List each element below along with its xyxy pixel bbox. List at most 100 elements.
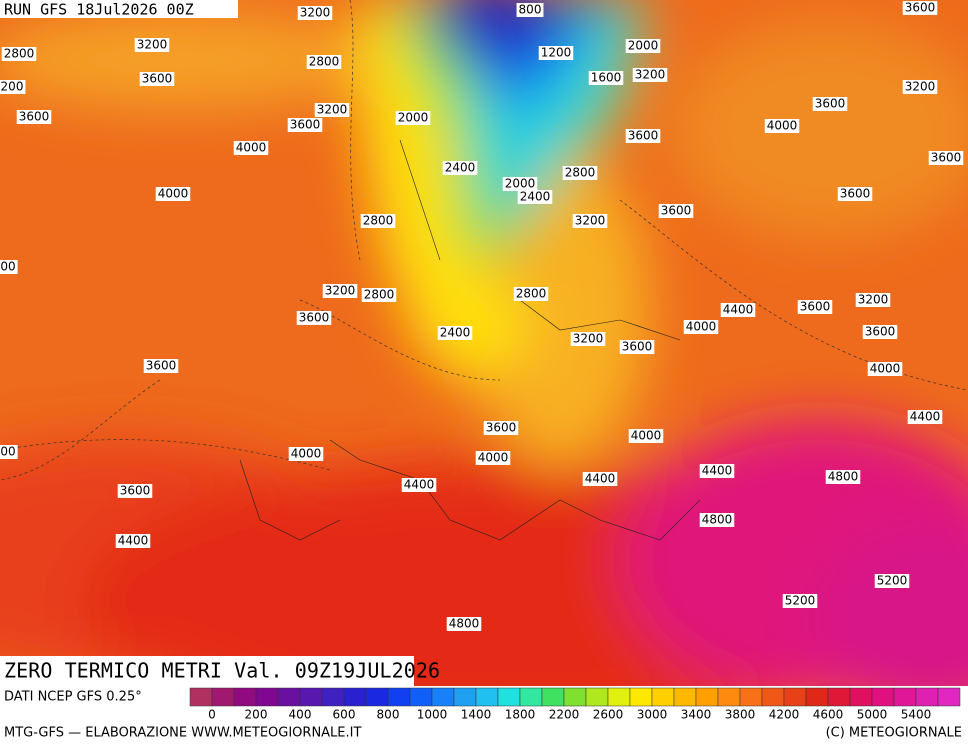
contour-label: 4000 <box>686 320 717 334</box>
contour-label-bg <box>797 300 833 314</box>
contour-label-bg <box>855 293 891 307</box>
colorbar-swatch <box>233 687 257 707</box>
colorbar-label: 5000 <box>857 708 888 722</box>
contour-label-bg <box>625 129 661 143</box>
contour-label: 3600 <box>146 359 177 373</box>
contour-label-bg <box>699 464 735 478</box>
contour-label-bg <box>117 484 153 498</box>
contour-label: 3600 <box>19 110 50 124</box>
contour-label-bg <box>867 362 903 376</box>
contour-label-bg <box>699 513 735 527</box>
contour-label: 3600 <box>290 118 321 132</box>
contour-label: 3600 <box>840 187 871 201</box>
contour-label: 2800 <box>4 47 35 61</box>
colorbar-swatch <box>739 687 763 707</box>
contour-label: 4000 <box>631 429 662 443</box>
colorbar-swatch <box>321 687 345 707</box>
colorbar-swatch <box>387 687 411 707</box>
colorbar-swatch <box>783 687 807 707</box>
contour-label: 3600 <box>299 311 330 325</box>
contour-label: 1200 <box>541 46 572 60</box>
contour-label: 800 <box>519 3 542 17</box>
contour-label: 4000 <box>767 119 798 133</box>
colorbar: 0 200 400 600 800 1000 1400 1800 2200 2600 3000 340… <box>189 687 961 722</box>
colorbar-swatch <box>585 687 609 707</box>
contour-label-bg <box>401 478 437 492</box>
colorbar-label: 5400 <box>901 708 932 722</box>
contour-label: 2000 <box>628 39 659 53</box>
contour-label-bg <box>0 80 26 94</box>
colorbar-label: 600 <box>333 708 356 722</box>
colorbar-swatch <box>431 687 455 707</box>
colorbar-swatch <box>673 687 697 707</box>
contour-label-bg <box>502 177 538 191</box>
contour-label-bg <box>825 470 861 484</box>
colorbar-swatch <box>365 687 389 707</box>
contour-label-bg <box>572 214 608 228</box>
contour-label-bg <box>483 421 519 435</box>
contour-label-bg <box>134 38 170 52</box>
contour-label: 3600 <box>661 204 692 218</box>
contour-label-bg <box>360 214 396 228</box>
colorbar-swatch <box>541 687 565 707</box>
colorbar-swatch <box>761 687 785 707</box>
colorbar-swatch <box>409 687 433 707</box>
contour-label: 200 <box>1 80 24 94</box>
contour-label-bg <box>764 119 800 133</box>
colorbar-label: 3400 <box>681 708 712 722</box>
contour-label-bg <box>296 311 332 325</box>
contour-label: 2800 <box>309 55 340 69</box>
contour-label: 3200 <box>575 214 606 228</box>
contour-label: 4400 <box>702 464 733 478</box>
contour-label-bg <box>625 39 661 53</box>
contour-label-bg <box>562 166 598 180</box>
contour-label-bg <box>155 187 191 201</box>
contour-label: 3600 <box>905 1 936 15</box>
colorbar-label: 2600 <box>593 708 624 722</box>
colorbar-swatch <box>915 687 939 707</box>
colorbar-swatch <box>827 687 851 707</box>
contour-label-bg <box>314 103 350 117</box>
contour-label-bg <box>628 429 664 443</box>
contour-label-bg <box>442 161 478 175</box>
contour-label-bg <box>233 141 269 155</box>
contour-label-bg <box>143 359 179 373</box>
colorbar-swatch <box>849 687 873 707</box>
contour-label: 2800 <box>516 287 547 301</box>
contour-label-bg <box>588 71 624 85</box>
contour-label-bg <box>322 284 358 298</box>
contour-label: 4000 <box>478 451 509 465</box>
contour-label: 3200 <box>137 38 168 52</box>
contour-label: 2400 <box>440 326 471 340</box>
contour-label: 3600 <box>815 97 846 111</box>
contour-label: 3600 <box>628 129 659 143</box>
contour-label-bg <box>0 445 18 459</box>
colorbar-swatch <box>255 687 279 707</box>
colorbar-swatch <box>343 687 367 707</box>
contour-label-bg <box>862 325 898 339</box>
contour-label: 2000 <box>398 111 429 125</box>
contour-label-bg <box>683 320 719 334</box>
contour-label-bg <box>619 340 655 354</box>
footer-left: MTG-GFS — ELABORAZIONE WWW.METEOGIORNALE… <box>4 726 361 741</box>
contour-label: 2400 <box>445 161 476 175</box>
contour-label-bg <box>720 303 756 317</box>
colorbar-swatch <box>937 687 961 707</box>
contour-label: 4000 <box>870 362 901 376</box>
contour-label: 1600 <box>591 71 622 85</box>
contour-label: 3200 <box>635 68 666 82</box>
colorbar-swatch <box>805 687 829 707</box>
contour-label: 4400 <box>118 534 149 548</box>
colorbar-label: 0 <box>208 708 216 722</box>
contour-label-bg <box>570 332 606 346</box>
contour-label: 3200 <box>573 332 604 346</box>
contour-label-bg <box>538 46 574 60</box>
colorbar-label: 200 <box>245 708 268 722</box>
colorbar-swatch <box>607 687 631 707</box>
contour-label-bg <box>513 287 549 301</box>
colorbar-swatch <box>277 687 301 707</box>
contour-label-bg <box>517 190 553 204</box>
colorbar-swatch <box>871 687 895 707</box>
colorbar-label: 4200 <box>769 708 800 722</box>
contour-label: 3600 <box>622 340 653 354</box>
